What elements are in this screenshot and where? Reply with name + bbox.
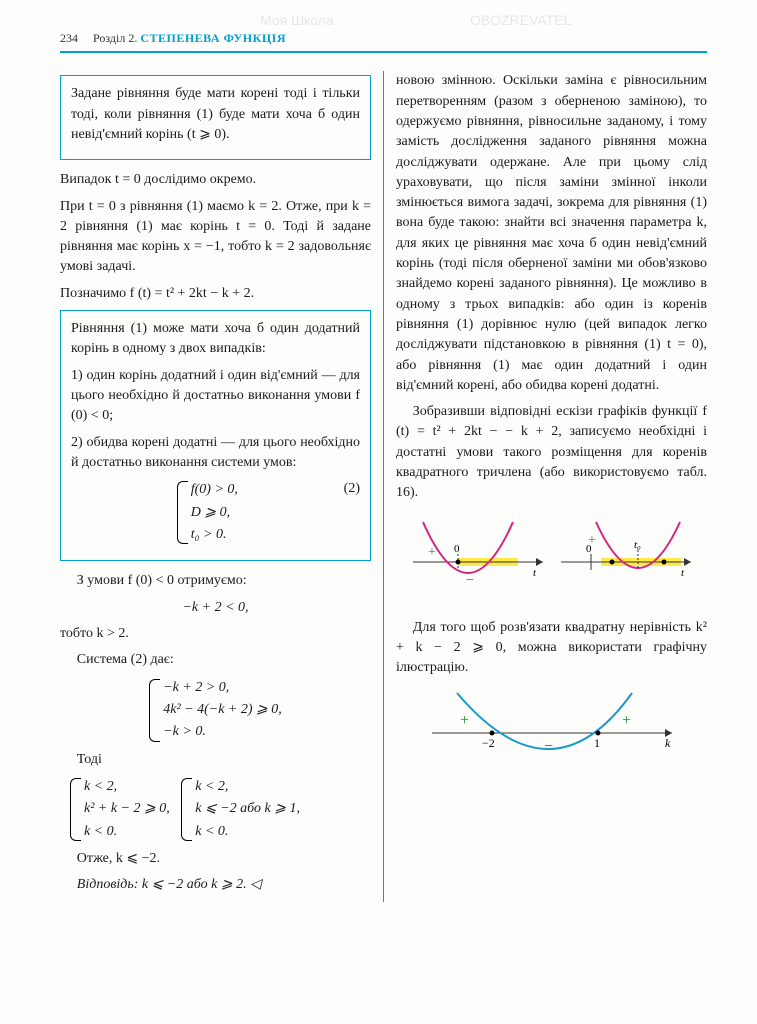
page-number: 234 [60, 31, 78, 45]
sys-row: k < 0. [84, 821, 170, 843]
quadratic-sign-diagram: −2 1 k + + − [422, 685, 682, 775]
sys-row: D ⩾ 0, [191, 502, 238, 524]
sys-row: t₀ > 0. [191, 524, 238, 546]
para: Отже, k ⩽ −2. [60, 849, 371, 869]
highlight-box-1: Задане рівняння буде мати корені тоді і … [60, 75, 371, 160]
right-column: новою змінною. Оскільки заміна є рівноси… [383, 71, 707, 901]
section-title: СТЕПЕНЕВА ФУНКЦІЯ [140, 31, 286, 45]
sys-row: −k > 0. [163, 721, 282, 743]
axis-arrow-icon [536, 558, 543, 566]
page-header: 234 Розділ 2. СТЕПЕНЕВА ФУНКЦІЯ [60, 30, 707, 47]
parabola-diagram-1: 0 t + − [408, 514, 548, 604]
plus-sign: + [622, 712, 631, 729]
parabola-diagrams: 0 t + − 0 t₀ t + [396, 514, 707, 604]
para: Система (2) дає: [60, 650, 371, 670]
zero-label: 0 [454, 543, 460, 555]
axis-label: k [665, 736, 671, 750]
para: Тоді [60, 750, 371, 770]
para: Зобразивши відповідні ескізи графіків фу… [396, 402, 707, 503]
sys-row: k² + k − 2 ⩾ 0, [84, 798, 170, 820]
box2-p3: 2) обидва корені додатні — для цього нео… [71, 433, 360, 474]
root-dot-icon [595, 730, 600, 735]
para: При t = 0 з рівняння (1) маємо k = 2. От… [60, 197, 371, 278]
system-block: −k + 2 > 0, 4k² − 4(−k + 2) ⩾ 0, −k > 0. [60, 677, 371, 744]
box2-p1: Рівняння (1) може мати хоча б один додат… [71, 319, 360, 360]
plus-sign: + [428, 545, 436, 560]
textbook-page: Моя Школа OBOZREVATEL 234 Розділ 2. СТЕП… [0, 0, 757, 1024]
sys-row: k ⩽ −2 або k ⩾ 1, [195, 798, 300, 820]
root-label-left: −2 [482, 736, 495, 750]
vertex-label: t₀ [634, 539, 641, 551]
minus-sign: − [544, 738, 553, 755]
sys-row: −k + 2 > 0, [163, 677, 282, 699]
root-dot-icon [661, 559, 666, 564]
sys-row: 4k² − 4(−k + 2) ⩾ 0, [163, 699, 282, 721]
para: Позначимо f (t) = t² + 2kt − k + 2. [60, 284, 371, 304]
parabola-diagram-2: 0 t₀ t + [556, 514, 696, 604]
root-dot-icon [489, 730, 494, 735]
minus-sign: − [466, 573, 474, 588]
box1-text: Задане рівняння буде мати корені тоді і … [71, 84, 360, 145]
highlight-box-2: Рівняння (1) може мати хоча б один додат… [60, 310, 371, 561]
header-rule [60, 51, 707, 53]
axis-arrow-icon [684, 558, 691, 566]
para: Для того щоб розв'язати квадратну нерівн… [396, 618, 707, 679]
para: Випадок t = 0 дослідимо окремо. [60, 170, 371, 190]
axis-label: t [681, 567, 685, 579]
root-dot-icon [609, 559, 614, 564]
answer-line: Відповідь: k ⩽ −2 або k ⩾ 2. ◁ [60, 875, 371, 895]
system-pair: k < 2, k² + k − 2 ⩾ 0, k < 0. k < 2, k ⩽… [60, 776, 371, 843]
answer-text: Відповідь: k ⩽ −2 або k ⩾ 2. ◁ [77, 877, 261, 892]
axis-label: t [533, 567, 537, 579]
sys-row: k < 2, [84, 776, 170, 798]
section-label: Розділ 2. [93, 31, 137, 45]
left-column: Задане рівняння буде мати корені тоді і … [60, 71, 383, 901]
inline-equation: −k + 2 < 0, [60, 598, 371, 618]
box2-p2: 1) один корінь додатний і один від'ємний… [71, 366, 360, 427]
sys-row: k < 0. [195, 821, 300, 843]
watermark: Моя Школа [260, 10, 334, 30]
two-column-layout: Задане рівняння буде мати корені тоді і … [60, 71, 707, 901]
para: новою змінною. Оскільки заміна є рівноси… [396, 71, 707, 396]
root-dot-icon [455, 559, 460, 564]
plus-sign: + [460, 712, 469, 729]
watermark: OBOZREVATEL [470, 10, 571, 30]
system-2: f(0) > 0, D ⩾ 0, t₀ > 0. (2) [71, 479, 360, 546]
para: тобто k > 2. [60, 624, 371, 644]
equation-number: (2) [344, 479, 360, 499]
sys-row: f(0) > 0, [191, 479, 238, 501]
root-label-right: 1 [594, 736, 600, 750]
para: З умови f (0) < 0 отримуємо: [60, 571, 371, 591]
plus-sign: + [588, 533, 596, 548]
sys-row: k < 2, [195, 776, 300, 798]
